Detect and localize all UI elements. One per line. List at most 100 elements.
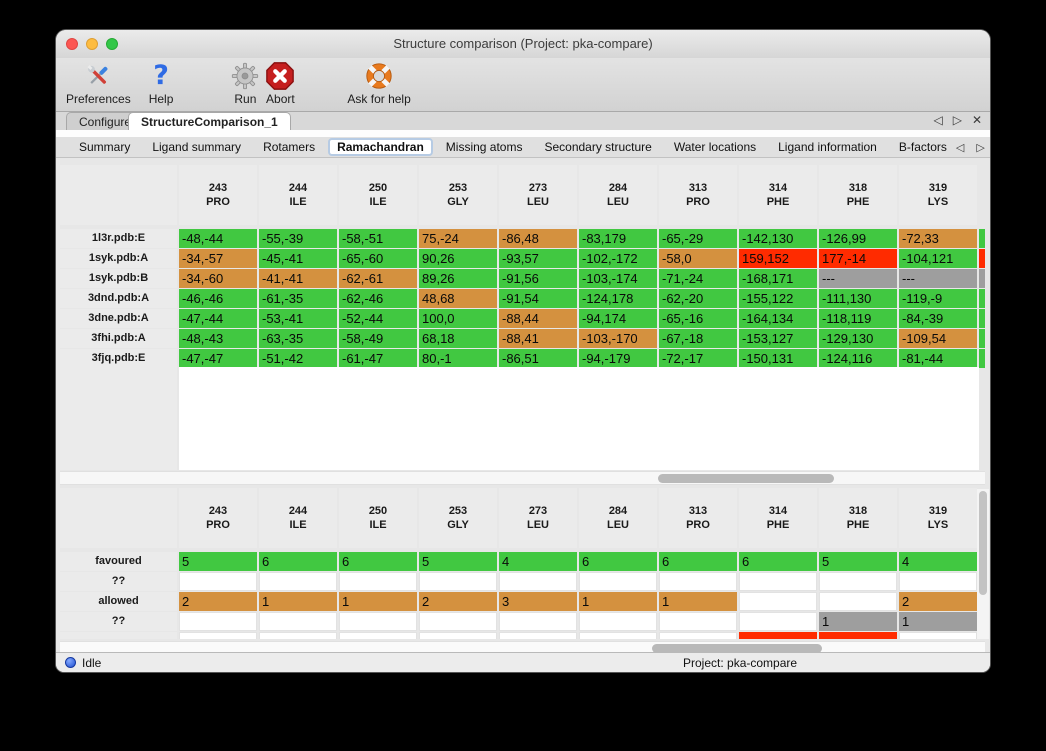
table-cell[interactable] (739, 612, 817, 631)
table-cell[interactable]: 177,-14 (819, 249, 897, 268)
table-cell[interactable] (339, 612, 417, 631)
table-cell[interactable] (819, 592, 897, 611)
subtab-next-arrow[interactable]: ▷ (976, 141, 985, 154)
tab-configure[interactable]: Configure (66, 112, 145, 130)
table-cell[interactable]: 48,68 (419, 289, 497, 308)
table-cell[interactable]: 89,26 (419, 269, 497, 288)
table-cell[interactable]: 68,18 (419, 329, 497, 348)
tab-structurecomparison_1[interactable]: StructureComparison_1 (128, 112, 291, 130)
table-cell[interactable] (819, 632, 897, 639)
table-cell[interactable] (899, 572, 977, 591)
table-cell[interactable] (659, 612, 737, 631)
table-cell[interactable]: -153,127 (739, 329, 817, 348)
table-cell[interactable]: -47,-44 (179, 309, 257, 328)
subtab-summary[interactable]: Summary (79, 140, 131, 154)
table-cell[interactable]: 5 (819, 552, 897, 571)
table-cell[interactable]: -91,56 (499, 269, 577, 288)
table-cell[interactable] (659, 632, 737, 639)
table-cell[interactable]: -48,-43 (179, 329, 257, 348)
table-cell[interactable]: -119,-9 (899, 289, 977, 308)
table-cell[interactable]: -58,-51 (339, 229, 417, 248)
table-cell[interactable]: -72,-17 (659, 349, 737, 368)
table-cell[interactable]: -48,-44 (179, 229, 257, 248)
table-cell[interactable] (419, 572, 497, 591)
table-cell[interactable]: -34,-57 (179, 249, 257, 268)
table-cell[interactable]: 1 (579, 592, 657, 611)
subtab-rotamers[interactable]: Rotamers (263, 140, 316, 154)
table-cell[interactable] (579, 612, 657, 631)
table-cell[interactable]: -45,-41 (259, 249, 337, 268)
table-cell[interactable]: -67,-18 (659, 329, 737, 348)
table-cell[interactable]: 100,0 (419, 309, 497, 328)
table-cell[interactable] (179, 632, 257, 639)
table-cell[interactable]: -53,-41 (259, 309, 337, 328)
table-cell[interactable] (259, 632, 337, 639)
table-cell[interactable]: -58,-49 (339, 329, 417, 348)
table-cell[interactable]: -103,-170 (579, 329, 657, 348)
table-cell[interactable]: -150,131 (739, 349, 817, 368)
table-cell[interactable]: -62,-20 (659, 289, 737, 308)
table-cell[interactable]: 2 (179, 592, 257, 611)
table-cell[interactable]: -52,-44 (339, 309, 417, 328)
table-cell[interactable]: -71,-24 (659, 269, 737, 288)
subtab-secondary-structure[interactable]: Secondary structure (544, 140, 652, 154)
subtab-missing-atoms[interactable]: Missing atoms (445, 140, 523, 154)
top-hscrollbar-thumb[interactable] (658, 474, 834, 483)
table-cell[interactable] (499, 572, 577, 591)
table-cell[interactable]: 6 (339, 552, 417, 571)
bottom-table-hscrollbar[interactable] (60, 641, 985, 655)
table-cell[interactable]: -155,122 (739, 289, 817, 308)
table-cell[interactable]: -65,-16 (659, 309, 737, 328)
table-cell[interactable]: -86,48 (499, 229, 577, 248)
table-cell[interactable]: -118,119 (819, 309, 897, 328)
close-window-button[interactable] (66, 38, 78, 50)
table-cell[interactable]: -88,41 (499, 329, 577, 348)
table-cell[interactable]: 5 (419, 552, 497, 571)
bottom-hscrollbar-thumb[interactable] (652, 644, 822, 653)
table-cell[interactable] (579, 632, 657, 639)
table-cell[interactable] (899, 632, 977, 639)
table-cell[interactable]: -164,134 (739, 309, 817, 328)
table-cell[interactable] (819, 572, 897, 591)
subtab-water-locations[interactable]: Water locations (673, 140, 757, 154)
table-cell[interactable]: 2 (899, 592, 977, 611)
table-cell[interactable]: 6 (659, 552, 737, 571)
table-cell[interactable]: -94,174 (579, 309, 657, 328)
zoom-window-button[interactable] (106, 38, 118, 50)
table-cell[interactable] (339, 632, 417, 639)
table-cell[interactable]: -111,130 (819, 289, 897, 308)
table-cell[interactable]: -94,-179 (579, 349, 657, 368)
table-cell[interactable]: -129,130 (819, 329, 897, 348)
table-cell[interactable]: -62,-46 (339, 289, 417, 308)
table-cell[interactable]: 6 (579, 552, 657, 571)
table-cell[interactable] (499, 612, 577, 631)
table-cell[interactable]: -62,-61 (339, 269, 417, 288)
table-cell[interactable]: -65,-29 (659, 229, 737, 248)
table-cell[interactable] (499, 632, 577, 639)
bottom-table-vscrollbar[interactable] (977, 489, 989, 639)
minimize-window-button[interactable] (86, 38, 98, 50)
table-cell[interactable]: 4 (499, 552, 577, 571)
table-cell[interactable]: 6 (739, 552, 817, 571)
table-cell[interactable] (659, 572, 737, 591)
table-cell[interactable]: 5 (179, 552, 257, 571)
table-cell[interactable]: -47,-47 (179, 349, 257, 368)
table-cell[interactable]: -61,-47 (339, 349, 417, 368)
table-cell[interactable]: 1 (819, 612, 897, 631)
ask-for-help-button[interactable]: Ask for help (347, 60, 411, 106)
table-cell[interactable] (739, 592, 817, 611)
table-cell[interactable]: -93,57 (499, 249, 577, 268)
abort-button[interactable]: Abort (265, 60, 295, 106)
table-cell[interactable]: --- (819, 269, 897, 288)
table-cell[interactable]: 6 (259, 552, 337, 571)
tab-next-arrow[interactable]: ▷ (952, 113, 962, 127)
table-cell[interactable] (419, 632, 497, 639)
table-cell[interactable]: 80,-1 (419, 349, 497, 368)
table-cell[interactable]: -46,-46 (179, 289, 257, 308)
table-cell[interactable]: -142,130 (739, 229, 817, 248)
help-button[interactable]: ? Help (149, 60, 174, 107)
table-cell[interactable]: -63,-35 (259, 329, 337, 348)
table-cell[interactable]: -103,-174 (579, 269, 657, 288)
table-cell[interactable]: -124,116 (819, 349, 897, 368)
table-cell[interactable]: 3 (499, 592, 577, 611)
